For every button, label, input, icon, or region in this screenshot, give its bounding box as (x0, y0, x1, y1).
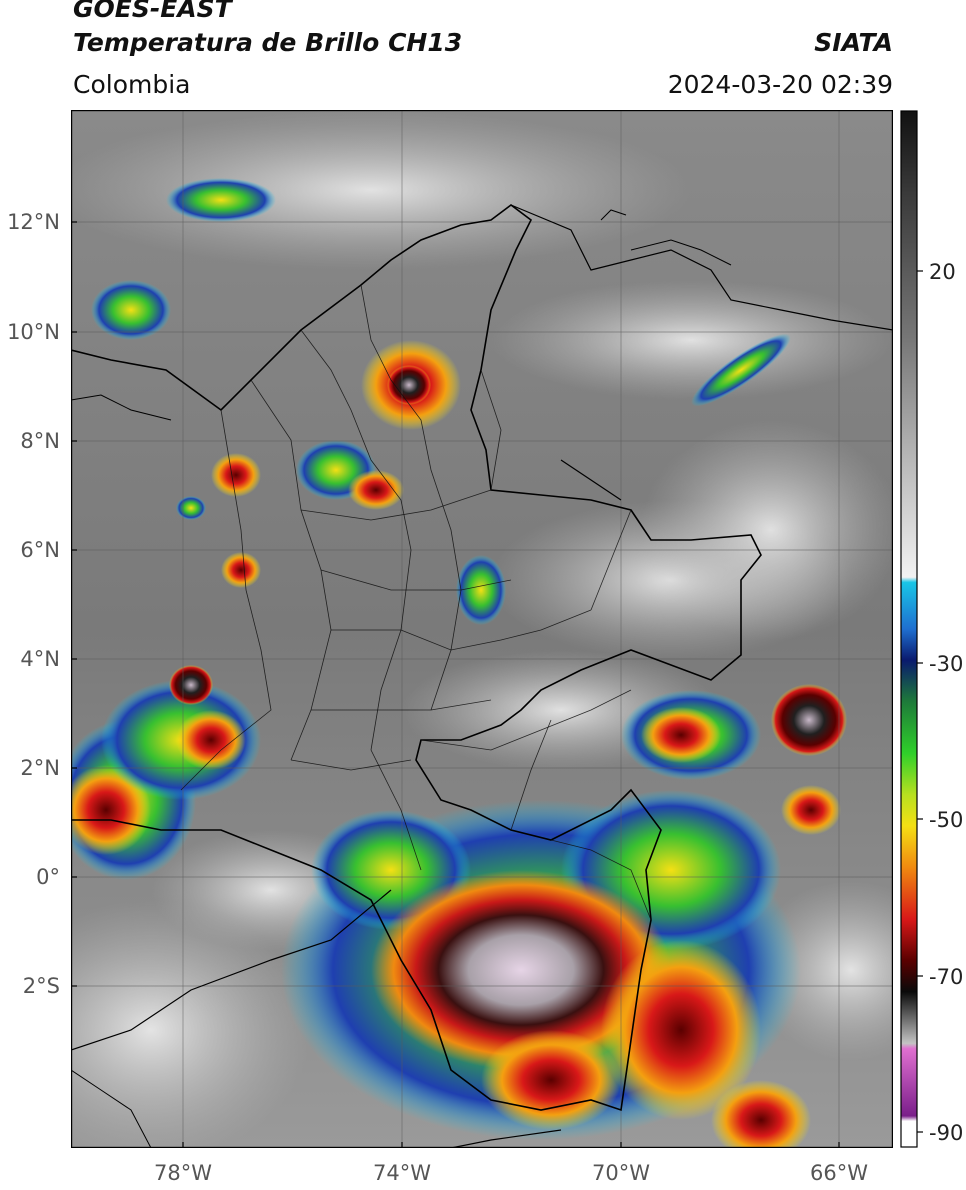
colombia-border (71, 204, 762, 1112)
colorbar-tick: -30 (929, 652, 963, 676)
cirrus-cloud-field (71, 110, 893, 1148)
lat-tick: 10°N (7, 320, 60, 344)
product-title: Temperatura de Brillo CH13 (73, 28, 463, 57)
colorbar-tick: -70 (929, 965, 963, 989)
lat-tick: 2°S (23, 974, 60, 998)
convective-cells-west (71, 178, 276, 880)
lon-tick: 74°W (373, 1161, 431, 1185)
lon-tick: 66°W (810, 1161, 868, 1185)
coastline (71, 209, 732, 1148)
agency-name: SIATA (814, 28, 893, 57)
lon-tick: 78°W (154, 1161, 212, 1185)
map-frame (71, 110, 893, 1148)
lat-tick: 0° (36, 865, 60, 889)
lat-tick: 8°N (20, 429, 60, 453)
lat-tick: 4°N (20, 647, 60, 671)
lon-tick: 70°W (592, 1161, 650, 1185)
satellite-name: GOES-EAST (73, 0, 232, 23)
colorbar-gradient (900, 110, 918, 1148)
temperature-colorbar: 20 -30 -50 -70 -90 (900, 110, 963, 1148)
region-label: Colombia (73, 70, 191, 99)
convective-cells-east (621, 333, 847, 835)
latitude-axis: 12°N 10°N 8°N 6°N 4°N 2°N 0° 2°S (7, 210, 60, 998)
neighbor-borders (71, 204, 893, 1148)
longitude-axis: 78°W 74°W 70°W 66°W (154, 1161, 868, 1185)
colorbar-tick: 20 (929, 260, 956, 284)
colorbar-tick: -50 (929, 808, 963, 832)
timestamp: 2024-03-20 02:39 (667, 70, 893, 99)
lat-tick: 6°N (20, 538, 60, 562)
colorbar-tick: -90 (929, 1121, 963, 1145)
satellite-map (71, 110, 893, 1148)
convective-cloud-complex-south (281, 790, 811, 1148)
convective-cells-north (296, 340, 506, 625)
department-borders (180, 284, 652, 921)
lat-tick: 12°N (7, 210, 60, 234)
lat-tick: 2°N (20, 756, 60, 780)
